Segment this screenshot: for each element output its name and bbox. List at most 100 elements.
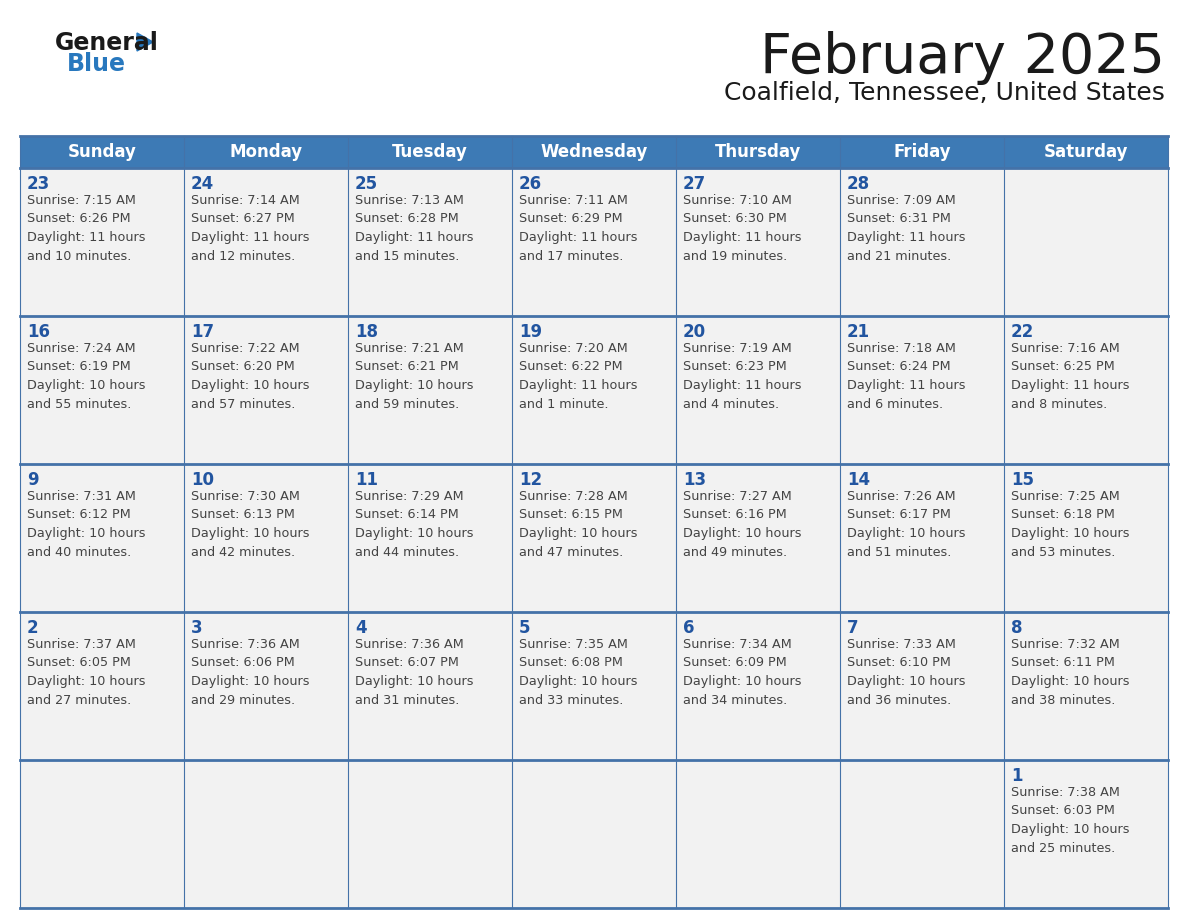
- Text: 11: 11: [355, 471, 378, 489]
- Bar: [512, 168, 676, 316]
- Text: 18: 18: [355, 323, 378, 341]
- Text: 15: 15: [1011, 471, 1034, 489]
- Bar: [512, 464, 676, 612]
- Bar: [1004, 464, 1168, 612]
- Bar: [20, 136, 1168, 168]
- Text: 1: 1: [1011, 767, 1023, 785]
- Text: Friday: Friday: [893, 143, 950, 161]
- Text: General: General: [55, 31, 159, 55]
- Text: Sunrise: 7:19 AM
Sunset: 6:23 PM
Daylight: 11 hours
and 4 minutes.: Sunrise: 7:19 AM Sunset: 6:23 PM Dayligh…: [683, 342, 802, 410]
- Text: Sunrise: 7:24 AM
Sunset: 6:19 PM
Daylight: 10 hours
and 55 minutes.: Sunrise: 7:24 AM Sunset: 6:19 PM Dayligh…: [27, 342, 145, 410]
- Text: Sunrise: 7:36 AM
Sunset: 6:06 PM
Daylight: 10 hours
and 29 minutes.: Sunrise: 7:36 AM Sunset: 6:06 PM Dayligh…: [191, 638, 310, 707]
- Bar: [1004, 316, 1168, 464]
- Bar: [840, 612, 1004, 760]
- Text: 25: 25: [355, 175, 378, 193]
- Bar: [20, 612, 184, 760]
- Text: Sunrise: 7:11 AM
Sunset: 6:29 PM
Daylight: 11 hours
and 17 minutes.: Sunrise: 7:11 AM Sunset: 6:29 PM Dayligh…: [519, 194, 638, 263]
- Bar: [676, 168, 840, 316]
- Text: 5: 5: [519, 619, 531, 637]
- Text: 7: 7: [847, 619, 859, 637]
- Text: 24: 24: [191, 175, 214, 193]
- Text: Saturday: Saturday: [1044, 143, 1129, 161]
- Text: 6: 6: [683, 619, 695, 637]
- Text: 27: 27: [683, 175, 706, 193]
- Text: 10: 10: [191, 471, 214, 489]
- Text: Sunrise: 7:25 AM
Sunset: 6:18 PM
Daylight: 10 hours
and 53 minutes.: Sunrise: 7:25 AM Sunset: 6:18 PM Dayligh…: [1011, 490, 1130, 558]
- Bar: [348, 464, 512, 612]
- Text: 14: 14: [847, 471, 870, 489]
- Text: Sunrise: 7:14 AM
Sunset: 6:27 PM
Daylight: 11 hours
and 12 minutes.: Sunrise: 7:14 AM Sunset: 6:27 PM Dayligh…: [191, 194, 310, 263]
- Text: Sunrise: 7:26 AM
Sunset: 6:17 PM
Daylight: 10 hours
and 51 minutes.: Sunrise: 7:26 AM Sunset: 6:17 PM Dayligh…: [847, 490, 966, 558]
- Text: Sunrise: 7:30 AM
Sunset: 6:13 PM
Daylight: 10 hours
and 42 minutes.: Sunrise: 7:30 AM Sunset: 6:13 PM Dayligh…: [191, 490, 310, 558]
- Text: Sunrise: 7:27 AM
Sunset: 6:16 PM
Daylight: 10 hours
and 49 minutes.: Sunrise: 7:27 AM Sunset: 6:16 PM Dayligh…: [683, 490, 802, 558]
- Text: Sunrise: 7:38 AM
Sunset: 6:03 PM
Daylight: 10 hours
and 25 minutes.: Sunrise: 7:38 AM Sunset: 6:03 PM Dayligh…: [1011, 786, 1130, 855]
- Text: Sunrise: 7:33 AM
Sunset: 6:10 PM
Daylight: 10 hours
and 36 minutes.: Sunrise: 7:33 AM Sunset: 6:10 PM Dayligh…: [847, 638, 966, 707]
- Text: 3: 3: [191, 619, 203, 637]
- Bar: [184, 760, 348, 908]
- Bar: [184, 464, 348, 612]
- Text: Sunrise: 7:09 AM
Sunset: 6:31 PM
Daylight: 11 hours
and 21 minutes.: Sunrise: 7:09 AM Sunset: 6:31 PM Dayligh…: [847, 194, 966, 263]
- Bar: [348, 316, 512, 464]
- Text: Sunrise: 7:28 AM
Sunset: 6:15 PM
Daylight: 10 hours
and 47 minutes.: Sunrise: 7:28 AM Sunset: 6:15 PM Dayligh…: [519, 490, 638, 558]
- Bar: [1004, 168, 1168, 316]
- Text: 28: 28: [847, 175, 870, 193]
- Bar: [184, 612, 348, 760]
- Text: 21: 21: [847, 323, 870, 341]
- Text: Sunrise: 7:21 AM
Sunset: 6:21 PM
Daylight: 10 hours
and 59 minutes.: Sunrise: 7:21 AM Sunset: 6:21 PM Dayligh…: [355, 342, 474, 410]
- Bar: [676, 760, 840, 908]
- Bar: [676, 612, 840, 760]
- Text: Sunrise: 7:13 AM
Sunset: 6:28 PM
Daylight: 11 hours
and 15 minutes.: Sunrise: 7:13 AM Sunset: 6:28 PM Dayligh…: [355, 194, 474, 263]
- Bar: [184, 316, 348, 464]
- Bar: [512, 760, 676, 908]
- Text: 4: 4: [355, 619, 367, 637]
- Text: Sunrise: 7:32 AM
Sunset: 6:11 PM
Daylight: 10 hours
and 38 minutes.: Sunrise: 7:32 AM Sunset: 6:11 PM Dayligh…: [1011, 638, 1130, 707]
- Text: Sunrise: 7:36 AM
Sunset: 6:07 PM
Daylight: 10 hours
and 31 minutes.: Sunrise: 7:36 AM Sunset: 6:07 PM Dayligh…: [355, 638, 474, 707]
- Bar: [512, 316, 676, 464]
- Text: 19: 19: [519, 323, 542, 341]
- Bar: [512, 612, 676, 760]
- Text: Sunrise: 7:34 AM
Sunset: 6:09 PM
Daylight: 10 hours
and 34 minutes.: Sunrise: 7:34 AM Sunset: 6:09 PM Dayligh…: [683, 638, 802, 707]
- Text: 12: 12: [519, 471, 542, 489]
- Text: Monday: Monday: [229, 143, 303, 161]
- Text: Sunrise: 7:18 AM
Sunset: 6:24 PM
Daylight: 11 hours
and 6 minutes.: Sunrise: 7:18 AM Sunset: 6:24 PM Dayligh…: [847, 342, 966, 410]
- Bar: [840, 316, 1004, 464]
- Bar: [1004, 612, 1168, 760]
- Bar: [184, 168, 348, 316]
- Bar: [20, 760, 184, 908]
- Text: Sunrise: 7:22 AM
Sunset: 6:20 PM
Daylight: 10 hours
and 57 minutes.: Sunrise: 7:22 AM Sunset: 6:20 PM Dayligh…: [191, 342, 310, 410]
- Bar: [840, 464, 1004, 612]
- Text: 13: 13: [683, 471, 706, 489]
- Text: February 2025: February 2025: [760, 31, 1165, 85]
- Polygon shape: [137, 33, 153, 51]
- Text: Blue: Blue: [67, 52, 126, 76]
- Text: 23: 23: [27, 175, 50, 193]
- Text: Thursday: Thursday: [715, 143, 801, 161]
- Text: 22: 22: [1011, 323, 1035, 341]
- Text: Coalfield, Tennessee, United States: Coalfield, Tennessee, United States: [725, 81, 1165, 105]
- Text: 9: 9: [27, 471, 39, 489]
- Text: Sunrise: 7:10 AM
Sunset: 6:30 PM
Daylight: 11 hours
and 19 minutes.: Sunrise: 7:10 AM Sunset: 6:30 PM Dayligh…: [683, 194, 802, 263]
- Bar: [348, 612, 512, 760]
- Text: 20: 20: [683, 323, 706, 341]
- Text: Tuesday: Tuesday: [392, 143, 468, 161]
- Bar: [348, 760, 512, 908]
- Text: Sunrise: 7:31 AM
Sunset: 6:12 PM
Daylight: 10 hours
and 40 minutes.: Sunrise: 7:31 AM Sunset: 6:12 PM Dayligh…: [27, 490, 145, 558]
- Bar: [20, 168, 184, 316]
- Text: Sunrise: 7:37 AM
Sunset: 6:05 PM
Daylight: 10 hours
and 27 minutes.: Sunrise: 7:37 AM Sunset: 6:05 PM Dayligh…: [27, 638, 145, 707]
- Text: Sunrise: 7:29 AM
Sunset: 6:14 PM
Daylight: 10 hours
and 44 minutes.: Sunrise: 7:29 AM Sunset: 6:14 PM Dayligh…: [355, 490, 474, 558]
- Bar: [676, 464, 840, 612]
- Bar: [1004, 760, 1168, 908]
- Text: 8: 8: [1011, 619, 1023, 637]
- Bar: [20, 316, 184, 464]
- Bar: [840, 168, 1004, 316]
- Text: 16: 16: [27, 323, 50, 341]
- Bar: [20, 464, 184, 612]
- Text: Sunrise: 7:35 AM
Sunset: 6:08 PM
Daylight: 10 hours
and 33 minutes.: Sunrise: 7:35 AM Sunset: 6:08 PM Dayligh…: [519, 638, 638, 707]
- Bar: [348, 168, 512, 316]
- Text: Wednesday: Wednesday: [541, 143, 647, 161]
- Text: Sunday: Sunday: [68, 143, 137, 161]
- Text: 17: 17: [191, 323, 214, 341]
- Text: Sunrise: 7:20 AM
Sunset: 6:22 PM
Daylight: 11 hours
and 1 minute.: Sunrise: 7:20 AM Sunset: 6:22 PM Dayligh…: [519, 342, 638, 410]
- Text: Sunrise: 7:16 AM
Sunset: 6:25 PM
Daylight: 11 hours
and 8 minutes.: Sunrise: 7:16 AM Sunset: 6:25 PM Dayligh…: [1011, 342, 1130, 410]
- Text: 26: 26: [519, 175, 542, 193]
